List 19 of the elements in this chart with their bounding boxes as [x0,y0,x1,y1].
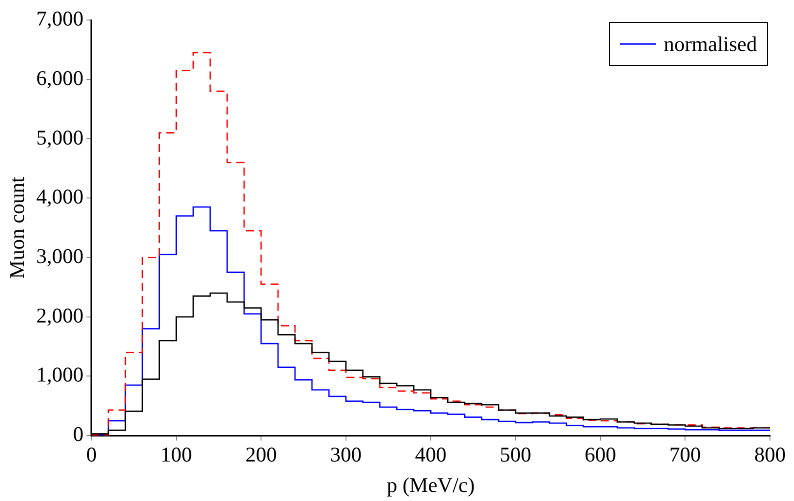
y-tick-label: 1,000 [36,362,84,387]
x-tick-label: 400 [414,442,446,467]
y-tick-label: 7,000 [36,6,84,31]
y-tick-label: 6,000 [36,66,84,90]
x-tick-label: 600 [584,442,616,467]
x-tick-label: 500 [500,442,532,467]
x-tick-label: 300 [330,442,362,467]
x-tick-label: 800 [754,442,786,467]
x-tick-label: 700 [669,442,701,467]
y-tick-label: 5,000 [36,125,84,150]
y-axis-title: Muon count [5,176,30,279]
y-tick-label: 2,000 [36,303,84,328]
y-tick-label: 4,000 [36,184,84,209]
legend-label: normalised [664,31,757,58]
x-axis-title: p (MeV/c) [386,472,475,497]
x-tick-label: 100 [160,442,192,467]
y-tick-label: 3,000 [36,244,84,268]
x-tick-label: 200 [245,442,277,467]
y-tick-label: 0 [72,422,84,446]
